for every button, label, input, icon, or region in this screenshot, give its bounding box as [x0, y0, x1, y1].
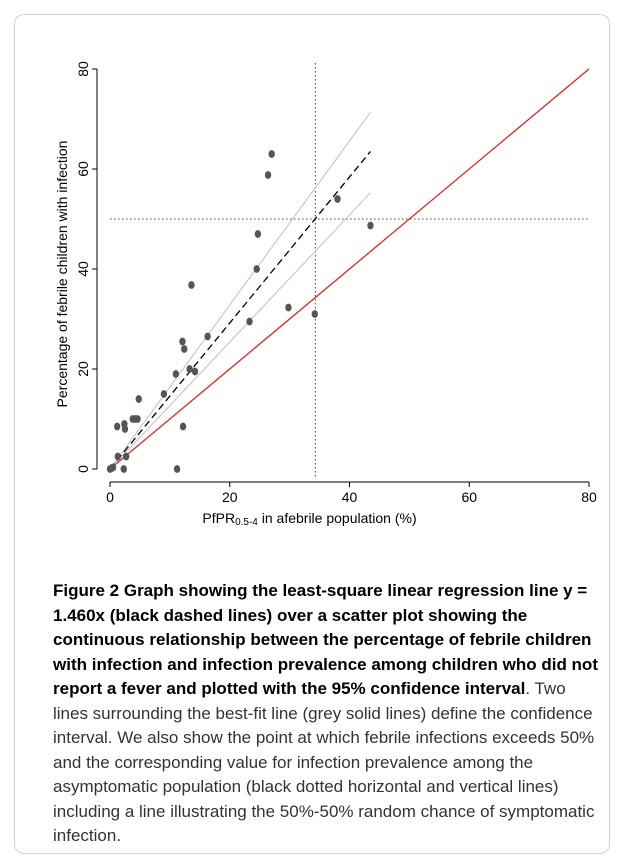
figure-caption: Figure 2 Graph showing the least-square … — [53, 579, 605, 849]
x-tick-label: 60 — [461, 489, 477, 505]
x-tick-label: 80 — [581, 489, 597, 505]
ci-lower-line — [109, 192, 371, 470]
data-point — [122, 452, 130, 461]
data-point — [246, 317, 253, 326]
data-point — [179, 422, 187, 431]
data-point — [254, 230, 262, 238]
x-axis-title: PfPR0.5-4 in afebrile population (%) — [202, 510, 416, 528]
scatter-chart: 0 20 40 60 80 0 20 40 60 80 PfPR0.5-4 in afebrile… — [54, 61, 597, 528]
figure-panel: 0 20 40 60 80 0 20 40 60 80 PfPR0.5-4 in afebrile… — [14, 14, 610, 854]
caption-title: Figure 2 Graph showing the least-square … — [53, 581, 598, 698]
data-point — [186, 365, 193, 373]
data-point — [160, 390, 168, 398]
reference-layer — [109, 68, 590, 470]
data-point — [181, 345, 188, 353]
y-tick-label: 80 — [75, 61, 91, 77]
data-point — [172, 370, 180, 378]
data-point — [285, 303, 292, 312]
regression-layer — [109, 151, 371, 470]
data-point — [134, 415, 141, 423]
x-tick-label: 0 — [106, 489, 114, 505]
data-point — [120, 465, 127, 473]
confidence-interval-layer — [109, 111, 371, 470]
data-point — [114, 452, 121, 461]
ci-upper-line — [109, 111, 371, 470]
data-point — [135, 395, 142, 403]
data-point — [121, 425, 129, 433]
data-point — [311, 310, 318, 318]
data-point — [179, 337, 186, 346]
y-tick-label: 20 — [75, 361, 91, 377]
data-point — [253, 265, 260, 273]
data-point — [268, 150, 275, 158]
y-axis-title: Percentage of febrile children with infe… — [54, 141, 70, 408]
x-tick-label: 40 — [342, 489, 358, 505]
data-point — [204, 332, 211, 341]
data-point — [188, 281, 195, 289]
y-tick-label: 60 — [75, 161, 91, 177]
x-tick-label: 20 — [222, 489, 238, 505]
data-point — [367, 221, 374, 230]
data-point — [113, 422, 121, 431]
data-point — [334, 195, 341, 203]
y-tick-label: 0 — [75, 465, 91, 473]
data-point — [264, 171, 272, 179]
data-point — [191, 367, 199, 376]
data-point — [173, 465, 181, 473]
y-tick-label: 40 — [75, 261, 91, 277]
data-point — [109, 463, 117, 472]
axis-layer: 0 20 40 60 80 0 20 40 60 80 — [75, 61, 597, 505]
caption-body: . Two lines surrounding the best-fit lin… — [53, 679, 595, 845]
points-layer — [106, 150, 374, 473]
regression-line — [109, 151, 371, 470]
reference-line — [109, 68, 590, 470]
threshold-layer — [110, 63, 589, 477]
